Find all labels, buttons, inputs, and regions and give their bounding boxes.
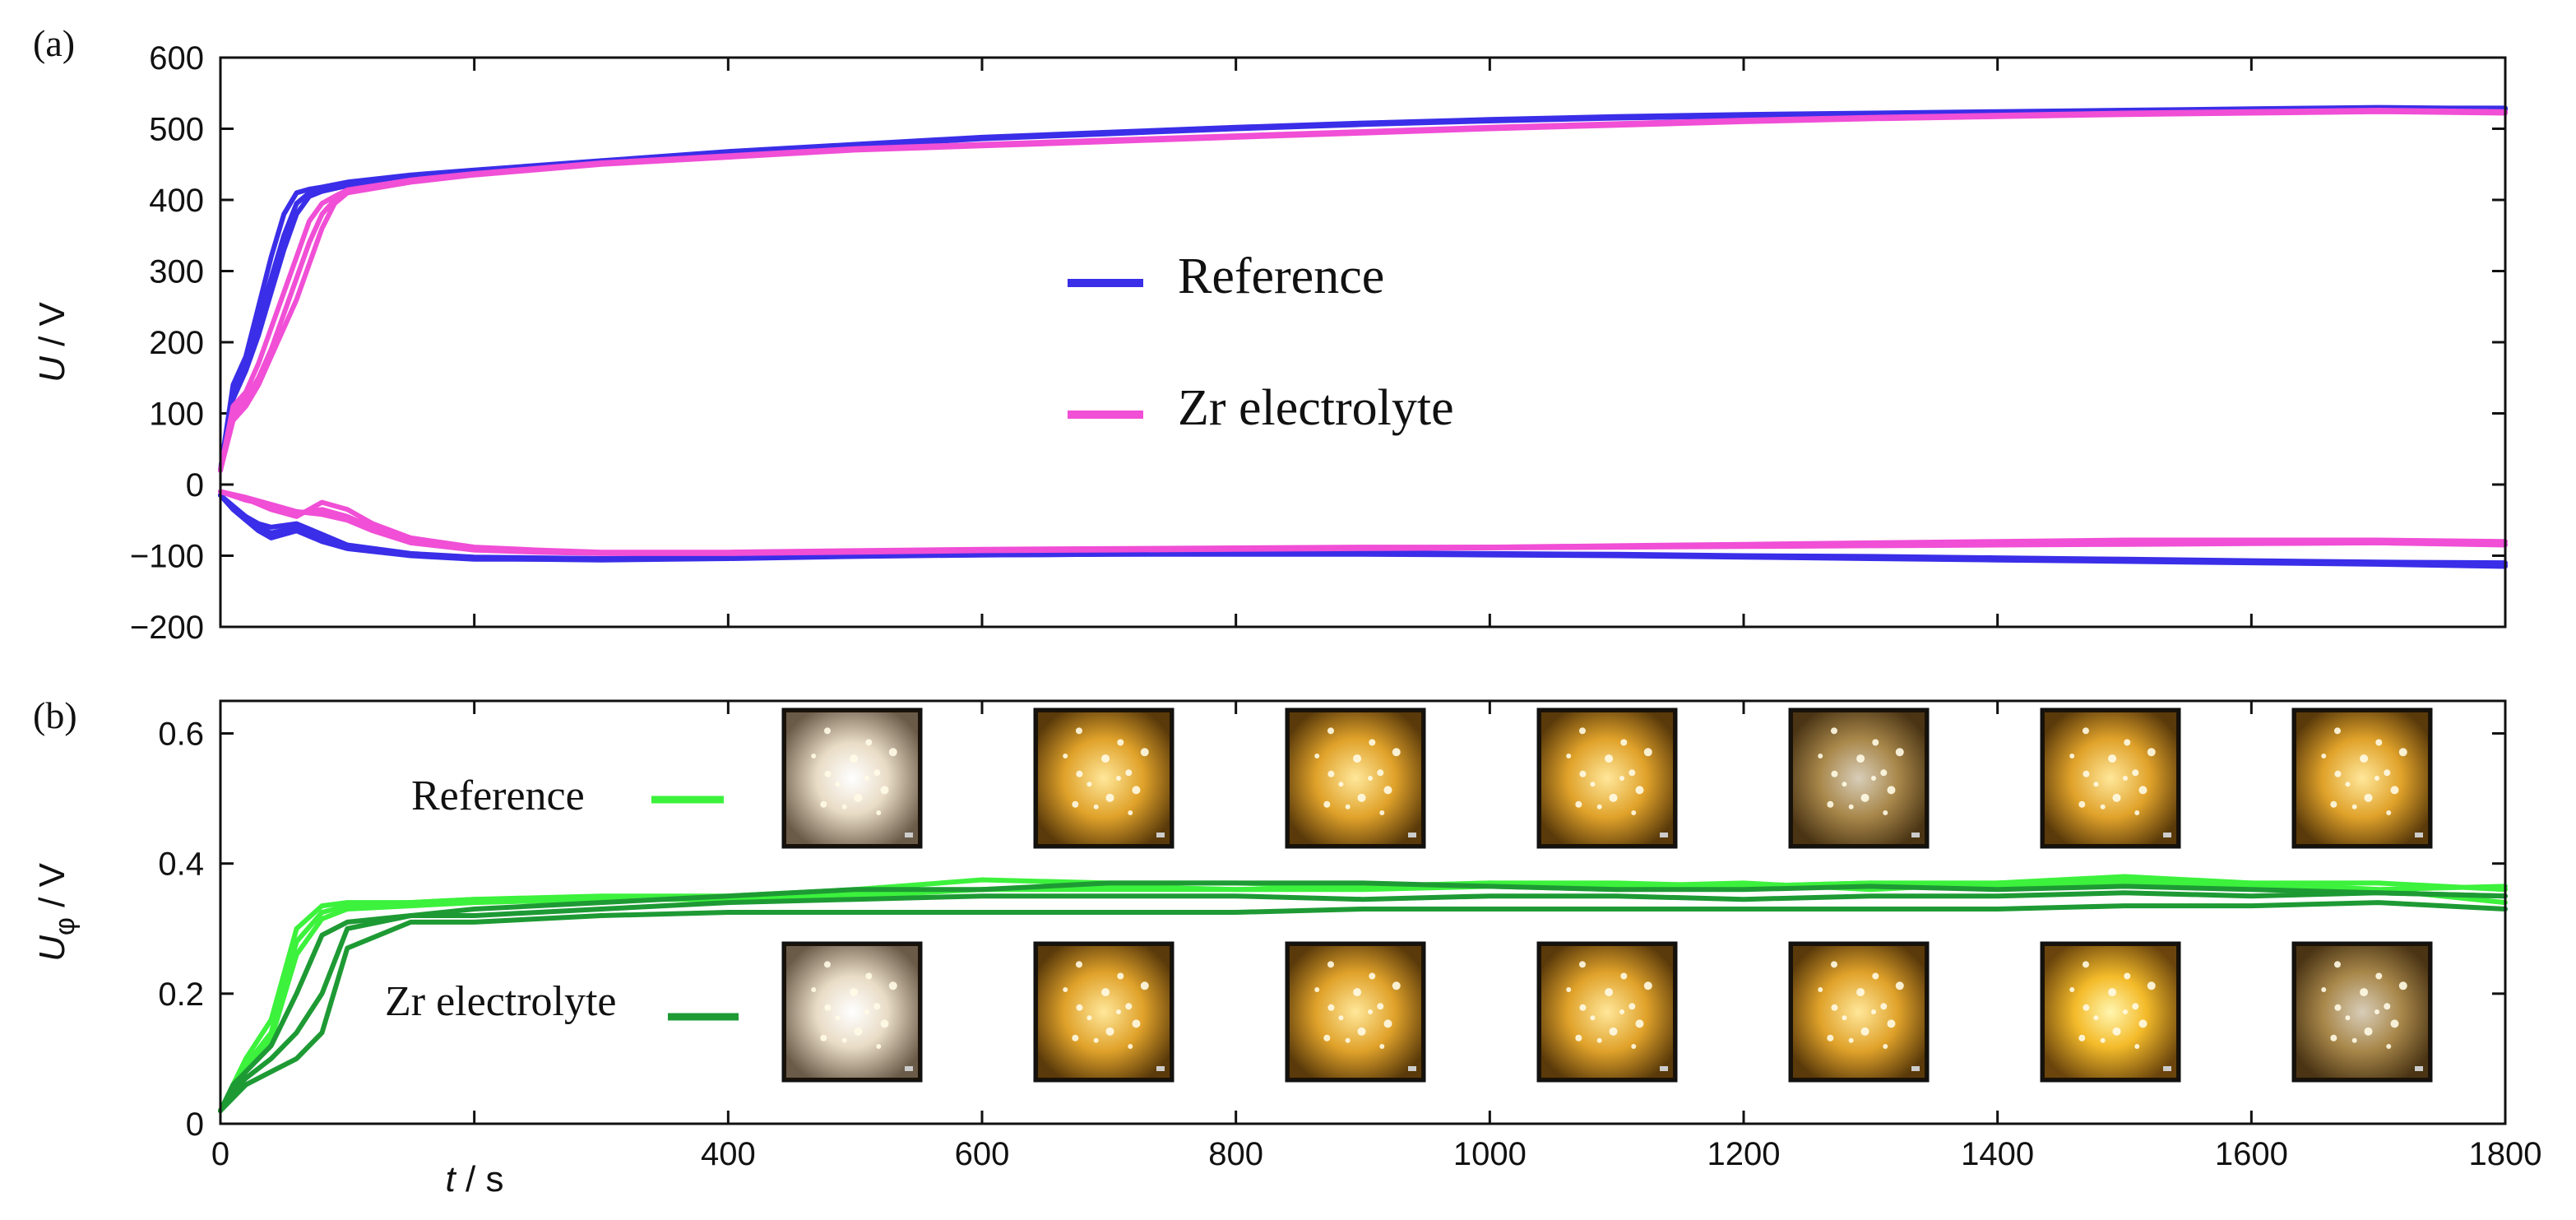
legend-b-zr-label: Zr electrolyte	[385, 978, 617, 1025]
panel-b-x-ticks: 0 400 600 800 1000 1200 1400 1600 1800	[211, 701, 2542, 1172]
photo-reference	[1285, 707, 1426, 849]
panel-b-xtick-label: 1800	[2469, 1136, 2542, 1172]
panel-a-y-ticks: 600 500 400 300 200 100 0 −100 −200	[130, 40, 2505, 646]
legend-b-reference-label: Reference	[411, 772, 585, 819]
panel-b-inset-photos	[781, 707, 2433, 1083]
panel-a-ytick-label: 300	[149, 254, 204, 290]
panel-a-frame	[219, 56, 2507, 629]
photo-zr-electrolyte	[1033, 941, 1174, 1083]
panel-b-xtick-label: 800	[1208, 1136, 1263, 1172]
panel-b-xtick-label: 600	[955, 1136, 1010, 1172]
panel-label-b: (b)	[33, 694, 77, 736]
photo-reference	[1788, 707, 1930, 849]
series-line	[218, 489, 2508, 556]
panel-a-ytick-label: 0	[186, 467, 204, 503]
series-line	[218, 900, 2508, 1114]
panel-b-xtick-label: 0	[211, 1136, 229, 1172]
panel-b-xtick-label: 400	[701, 1136, 756, 1172]
panel-a: 600 500 400 300 200 100 0 −100 −200 U / V Refere…	[32, 40, 2508, 646]
panel-a-ytick-label: 100	[149, 397, 204, 433]
panel-b-ytick-label: 0.2	[158, 976, 204, 1013]
panel-b-ytick-label: 0.6	[158, 717, 204, 753]
panel-b-xtick-label: 1200	[1707, 1136, 1781, 1172]
panel-b-frame	[219, 699, 2507, 1125]
photo-zr-electrolyte	[2040, 941, 2181, 1083]
panel-b-xtick-label: 1400	[1961, 1136, 2034, 1172]
panel-a-series	[218, 104, 2508, 569]
x-axis-title-unit: / s	[456, 1159, 504, 1199]
panel-b-y-axis-title: Uφ / V	[32, 862, 81, 962]
panel-a-ytick-label: −200	[130, 610, 204, 646]
series-line	[218, 880, 2508, 1114]
panel-b: 0.6 0.4 0.2 0 0 400 600 800 1000 1200 1400 1600 180…	[32, 699, 2542, 1199]
photo-zr-electrolyte	[781, 941, 923, 1083]
panel-b-ylabel-unit: / V	[32, 862, 72, 917]
panel-b-xtick-label: 1600	[2215, 1136, 2288, 1172]
photo-reference	[781, 707, 923, 849]
panel-b-ylabel-sub: φ	[49, 917, 81, 935]
panel-b-xtick-label: 1000	[1453, 1136, 1527, 1172]
legend-a-zr-label: Zr electrolyte	[1178, 380, 1454, 436]
x-axis-title-main: t	[446, 1159, 457, 1199]
panel-b-series	[218, 874, 2508, 1114]
photo-reference	[2040, 707, 2181, 849]
panel-a-ytick-label: 600	[149, 40, 204, 77]
panel-b-ylabel-main: U	[32, 935, 72, 962]
panel-b-ytick-label: 0.4	[158, 847, 204, 883]
legend-a-reference-label: Reference	[1178, 248, 1384, 304]
series-line	[218, 890, 2508, 1114]
photo-reference	[2291, 707, 2433, 849]
panel-a-ytick-label: −100	[130, 539, 204, 575]
panel-a-ytick-label: 200	[149, 325, 204, 361]
photo-zr-electrolyte	[1788, 941, 1930, 1083]
series-line	[218, 105, 2508, 473]
panel-a-ytick-label: 400	[149, 183, 204, 219]
panel-b-ytick-label: 0	[186, 1106, 204, 1143]
photo-zr-electrolyte	[2291, 941, 2433, 1083]
panel-a-y-axis-title: U / V	[32, 301, 72, 382]
photo-zr-electrolyte	[1536, 941, 1678, 1083]
panel-a-ylabel-main: U	[32, 356, 72, 383]
panel-a-ytick-label: 500	[149, 112, 204, 148]
series-line	[218, 108, 2508, 473]
panel-a-ylabel-unit: / V	[32, 301, 72, 356]
series-line	[218, 493, 2508, 568]
photo-reference	[1536, 707, 1678, 849]
photo-zr-electrolyte	[1285, 941, 1426, 1083]
x-axis-title: t / s	[446, 1159, 504, 1199]
photo-reference	[1033, 707, 1174, 849]
panel-label-a: (a)	[33, 22, 75, 64]
